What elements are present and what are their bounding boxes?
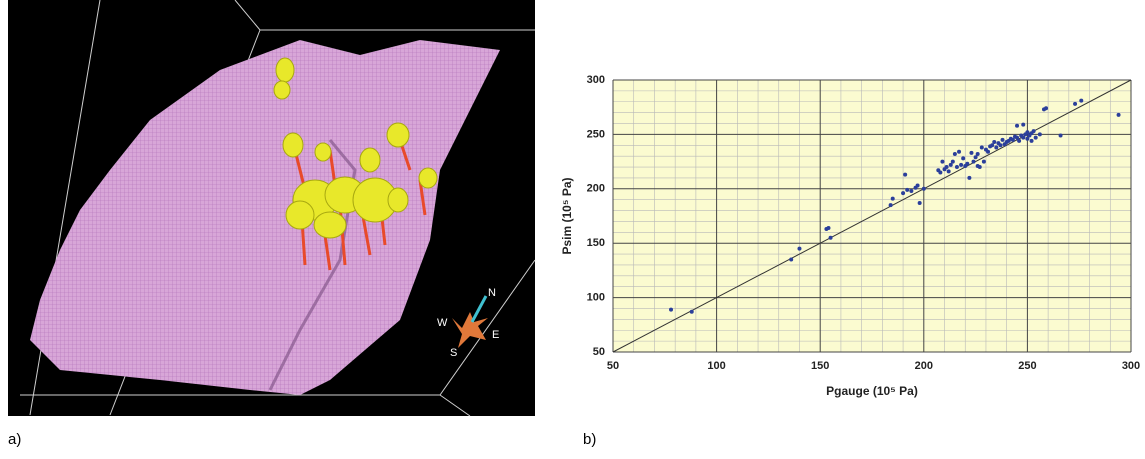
compass: N E S W [437,287,499,359]
data-point [973,155,978,160]
data-point [1029,138,1034,143]
data-point [990,143,995,148]
data-point [1044,106,1049,111]
y-tick-label: 200 [587,183,605,195]
panel-label: b) [583,431,596,448]
data-point [1010,137,1015,142]
data-point [1021,122,1026,127]
compass-south: S [450,347,457,359]
data-point [901,191,906,196]
data-point [977,165,982,170]
x-tick-label: 300 [1122,360,1140,372]
data-point [944,165,949,170]
data-point [969,150,974,155]
data-point [797,246,802,251]
data-point [967,175,972,180]
data-point [789,257,794,262]
data-point [1015,123,1020,128]
data-point [1015,135,1020,140]
y-tick-label: 250 [587,128,605,140]
data-point [1033,135,1038,140]
compass-west: W [437,317,448,329]
identity-line [612,79,1132,353]
data-point [1116,112,1121,117]
data-point [957,149,962,154]
data-point [954,165,959,170]
data-point [940,159,945,164]
data-point [1021,135,1026,140]
data-point [1073,101,1078,106]
data-point [938,170,943,175]
x-tick-label: 200 [915,360,933,372]
data-point [986,149,991,154]
x-tick-label: 150 [811,360,829,372]
data-point [909,188,914,193]
x-tick-label: 100 [707,360,725,372]
data-point [1000,137,1005,142]
data-point [689,309,694,314]
data-point [981,159,986,164]
data-point [1031,129,1036,134]
data-point [917,200,922,205]
data-point [979,145,984,150]
y-tick-label: 100 [587,292,605,304]
data-point [971,159,976,164]
data-point [950,159,955,164]
data-point [903,172,908,177]
data-point [965,161,970,166]
data-point [1037,132,1042,137]
data-point [948,162,953,167]
data-point [998,143,1003,148]
data-point [975,151,980,156]
data-point [959,162,964,167]
y-tick-label: 50 [593,346,605,358]
well-markers [273,57,438,239]
data-point [921,186,926,191]
y-tick-label: 300 [587,74,605,86]
data-point [888,203,893,208]
panel-label: a) [8,431,21,448]
data-point [1025,136,1030,141]
x-tick-label: 250 [1018,360,1036,372]
data-point [890,196,895,201]
fault [268,139,357,391]
data-point [1025,130,1030,135]
data-point [994,145,999,150]
data-point [669,307,674,312]
compass-east: E [492,329,499,341]
data-point [826,225,831,230]
y-axis-label: Psim (10⁵ Pa) [560,177,574,254]
compass-north: N [488,287,496,299]
y-tick-label: 150 [587,237,605,249]
data-point [946,169,951,174]
data-point [905,187,910,192]
reservoir-render: N E S W [8,0,536,417]
data-point [915,183,920,188]
surface [30,40,500,395]
data-point [828,235,833,240]
x-axis-label: Pgauge (10⁵ Pa) [826,384,918,398]
data-point [1058,133,1063,138]
data-point [1017,138,1022,143]
data-point [961,156,966,161]
data-point [992,140,997,145]
data-point [1079,98,1084,103]
data-point [952,151,957,156]
x-tick-label: 50 [607,360,619,372]
